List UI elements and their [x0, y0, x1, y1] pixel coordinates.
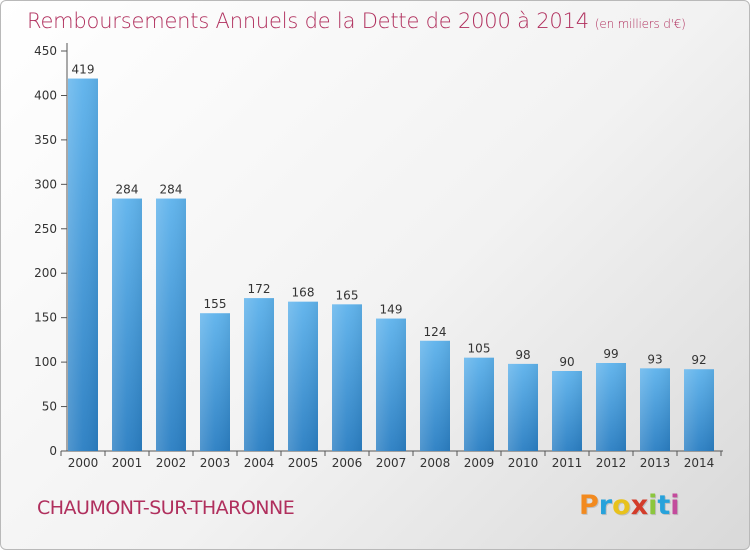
bar-shine [244, 298, 274, 451]
data-label: 284 [116, 183, 139, 197]
logo-letter: i [670, 490, 680, 521]
data-label: 172 [248, 282, 271, 296]
x-tick-label: 2013 [640, 456, 671, 470]
y-tick-label: 300 [34, 177, 57, 191]
x-tick-label: 2003 [200, 456, 231, 470]
x-tick-label: 2010 [508, 456, 539, 470]
data-label: 90 [559, 355, 574, 369]
chart-subtitle: (en milliers d'€) [594, 17, 686, 31]
bar-shine [552, 371, 582, 451]
y-tick-label: 450 [34, 44, 57, 58]
bar-shine [640, 368, 670, 451]
data-label: 149 [380, 303, 403, 317]
bar-shine [596, 363, 626, 451]
x-tick-label: 2000 [68, 456, 99, 470]
logo-letter: o [612, 490, 631, 521]
bar-shine [332, 304, 362, 451]
bar-shine [376, 318, 406, 451]
bar-shine [288, 301, 318, 451]
proxiti-logo: Proxiti [579, 490, 680, 521]
bar-shine [684, 369, 714, 451]
data-label: 98 [515, 348, 530, 362]
chart-title: Remboursements Annuels de la Dette de 20… [27, 9, 686, 33]
data-label: 99 [603, 347, 618, 361]
x-tick-label: 2002 [156, 456, 187, 470]
logo-letter: x [630, 490, 649, 521]
y-tick-label: 150 [34, 311, 57, 325]
bar-shine [464, 357, 494, 451]
data-label: 419 [72, 63, 95, 77]
x-tick-label: 2004 [244, 456, 275, 470]
logo-letter: r [598, 490, 613, 521]
x-tick-label: 2007 [376, 456, 407, 470]
bar-shine [68, 78, 98, 452]
x-tick-label: 2009 [464, 456, 495, 470]
data-label: 155 [204, 297, 227, 311]
x-tick-label: 2014 [684, 456, 715, 470]
bar-shine [200, 313, 230, 451]
y-tick-label: 350 [34, 133, 57, 147]
x-tick-label: 2011 [552, 456, 583, 470]
x-tick-label: 2008 [420, 456, 451, 470]
y-tick-label: 0 [49, 444, 57, 458]
bar-shine [508, 363, 538, 451]
y-tick-label: 200 [34, 266, 57, 280]
data-label: 168 [292, 286, 315, 300]
bar-shine [112, 198, 142, 451]
bars [68, 78, 714, 452]
y-tick-label: 50 [42, 400, 57, 414]
bar-shine [420, 340, 450, 451]
chart-title-text: Remboursements Annuels de la Dette de 20… [27, 9, 589, 33]
data-label: 284 [160, 183, 183, 197]
logo-letter: P [579, 490, 599, 521]
data-label: 124 [424, 325, 447, 339]
data-label: 165 [336, 288, 359, 302]
x-tick-label: 2006 [332, 456, 363, 470]
bar-shine [156, 198, 186, 451]
data-label: 92 [691, 353, 706, 367]
logo-letter: i [648, 490, 658, 521]
logo-letter: t [657, 490, 671, 521]
x-tick-label: 2001 [112, 456, 143, 470]
y-tick-label: 400 [34, 88, 57, 102]
x-tick-label: 2005 [288, 456, 319, 470]
y-tick-label: 250 [34, 222, 57, 236]
x-tick-label: 2012 [596, 456, 627, 470]
y-tick-label: 100 [34, 355, 57, 369]
data-labels: 419 284 284 155 172 168 165 149 124 105 98 90 99 93 92 [72, 63, 707, 369]
data-label: 93 [647, 352, 662, 366]
axes: 0 50 100 150 200 250 300 350 400 450 2000 2001 2002 2… [34, 43, 723, 470]
commune-name: CHAUMONT-SUR-THARONNE [37, 497, 295, 519]
data-label: 105 [468, 342, 491, 356]
